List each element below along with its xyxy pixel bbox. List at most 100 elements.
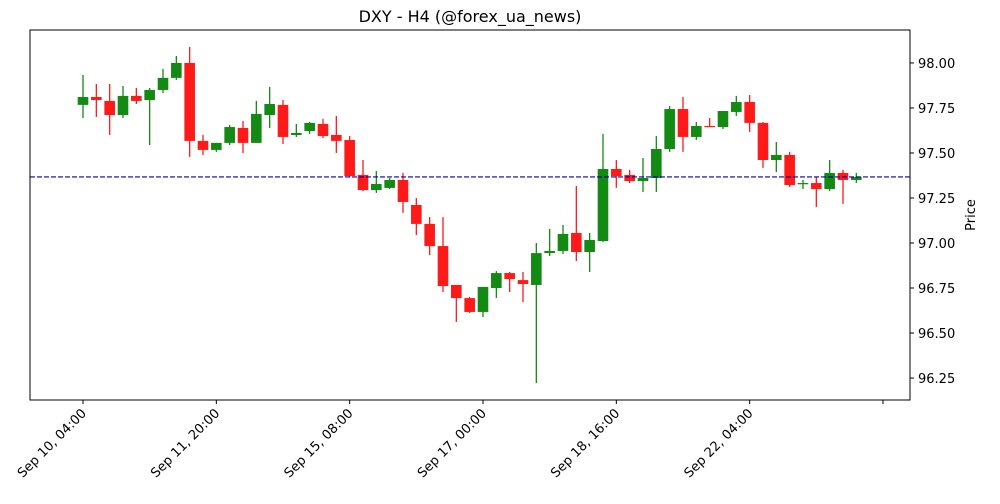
bearish-candle	[197, 134, 209, 155]
bearish-candle	[344, 136, 355, 177]
candle-body	[264, 104, 275, 115]
candle-body	[824, 172, 835, 189]
x-tick-label: Sep 17, 00:00	[415, 406, 490, 481]
bullish-candle	[304, 122, 315, 134]
candle-body	[451, 284, 462, 299]
candle-body	[224, 127, 235, 143]
bullish-candle	[291, 123, 302, 137]
candle-body	[91, 96, 102, 101]
bullish-candle	[251, 100, 262, 143]
candle-body	[411, 205, 422, 224]
candle-body	[131, 95, 142, 101]
candle-body	[197, 140, 209, 150]
candle-body	[544, 250, 555, 254]
bullish-candle	[584, 232, 595, 272]
bullish-candle	[477, 286, 489, 317]
candle-body	[357, 174, 369, 191]
bullish-candle	[691, 122, 702, 141]
bullish-candle	[544, 228, 555, 256]
candle-body	[664, 109, 675, 150]
candle-body	[571, 232, 582, 252]
candle-body	[437, 246, 449, 287]
bearish-candle	[464, 297, 475, 314]
bullish-candle	[211, 142, 222, 152]
bearish-candle	[611, 159, 622, 188]
candle-body	[517, 280, 529, 285]
bullish-candle	[851, 172, 862, 184]
bullish-candle	[597, 133, 609, 242]
y-tick-label: 97.75	[918, 102, 955, 117]
bullish-candle	[491, 271, 502, 299]
bearish-candle	[411, 197, 422, 236]
candle-body	[677, 109, 689, 137]
candle-body	[211, 142, 222, 150]
bullish-candle	[651, 136, 662, 193]
candle-body	[611, 168, 622, 177]
bearish-candle	[91, 84, 102, 117]
bearish-candle	[331, 115, 342, 153]
bearish-candle	[451, 284, 462, 323]
candle-body	[397, 179, 409, 202]
candle-body	[77, 96, 89, 105]
candle-body	[851, 176, 862, 180]
candle-body	[504, 273, 515, 280]
chart-title: DXY - H4 (@forex_ua_news)	[359, 7, 582, 27]
candle-body	[277, 104, 289, 137]
bearish-candle	[757, 122, 769, 168]
candle-body	[291, 132, 302, 135]
bullish-candle	[117, 85, 129, 119]
candle-body	[424, 223, 435, 247]
bullish-candle	[797, 179, 809, 189]
bullish-candle	[637, 158, 649, 193]
candle-body	[464, 298, 475, 312]
bearish-candle	[104, 84, 115, 135]
y-tick-label: 96.25	[918, 372, 955, 387]
bearish-candle	[237, 120, 249, 153]
bearish-candle	[571, 185, 582, 262]
x-tick-label: Sep 11, 20:00	[148, 406, 223, 481]
candle-body	[637, 178, 649, 182]
candle-body	[704, 125, 715, 128]
bearish-candle	[517, 271, 529, 303]
bullish-candle	[371, 170, 382, 193]
candle-body	[691, 125, 702, 137]
bearish-candle	[744, 94, 755, 132]
candle-body	[624, 174, 635, 182]
bearish-candle	[811, 176, 822, 207]
bullish-candle	[157, 68, 169, 94]
x-tick-label: Sep 22, 04:00	[682, 406, 757, 481]
bullish-candle	[144, 87, 155, 146]
candle-body	[744, 102, 755, 123]
candle-body	[717, 111, 729, 128]
candle-body	[651, 149, 662, 178]
bullish-candle	[384, 178, 395, 189]
x-tick-label: Sep 18, 16:00	[548, 406, 623, 481]
bearish-candle	[131, 87, 142, 104]
bullish-candle	[664, 105, 675, 152]
candle-body	[597, 168, 609, 242]
y-axis-label: Price	[964, 199, 979, 231]
candle-body	[531, 253, 542, 285]
bullish-candle	[731, 95, 742, 116]
bearish-candle	[704, 118, 715, 128]
bullish-candle	[264, 86, 275, 128]
bearish-candle	[317, 118, 329, 139]
bullish-candle	[224, 124, 235, 146]
candle-body	[104, 100, 115, 115]
x-tick-label: Sep 10, 04:00	[15, 406, 90, 481]
bullish-candle	[717, 111, 729, 130]
candle-body	[797, 183, 809, 185]
bearish-candle	[677, 96, 689, 152]
candle-body	[184, 62, 195, 141]
bearish-candle	[424, 217, 435, 256]
candle-body	[157, 77, 169, 90]
bearish-candle	[437, 217, 449, 292]
bearish-candle	[397, 172, 409, 213]
candle-body	[117, 95, 129, 115]
y-tick-label: 96.75	[918, 282, 955, 297]
candle-body	[584, 239, 595, 252]
candle-body	[144, 89, 155, 101]
bullish-candle	[824, 159, 835, 191]
bearish-candle	[184, 46, 195, 157]
